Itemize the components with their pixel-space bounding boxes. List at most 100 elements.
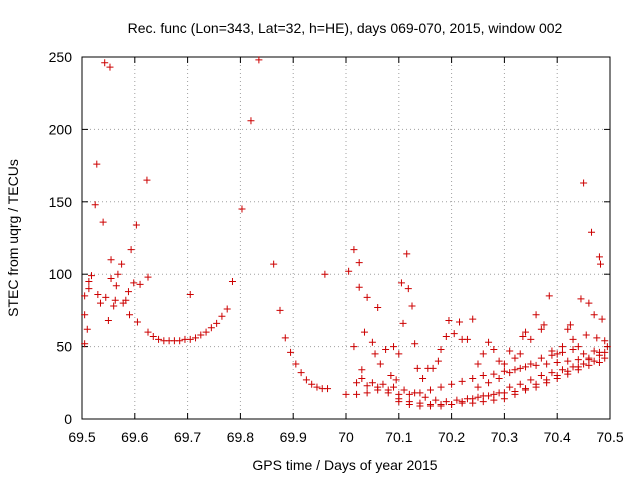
data-point bbox=[527, 376, 535, 384]
data-point bbox=[360, 328, 368, 336]
data-point bbox=[102, 293, 110, 301]
data-point bbox=[485, 338, 493, 346]
data-point bbox=[218, 312, 226, 320]
data-point bbox=[403, 250, 411, 258]
data-point bbox=[580, 360, 588, 368]
data-point bbox=[522, 363, 530, 371]
data-point bbox=[527, 360, 535, 368]
data-point bbox=[527, 335, 535, 343]
data-point bbox=[437, 383, 445, 391]
data-point bbox=[207, 324, 215, 332]
data-point bbox=[548, 351, 556, 359]
data-point bbox=[437, 402, 445, 410]
x-tick-label: 70.2 bbox=[438, 429, 465, 445]
data-point bbox=[213, 319, 221, 327]
data-point bbox=[363, 389, 371, 397]
x-tick-label: 69.6 bbox=[121, 429, 148, 445]
data-point bbox=[106, 63, 114, 71]
data-point bbox=[479, 392, 487, 400]
y-tick-label: 50 bbox=[56, 339, 72, 355]
data-point bbox=[590, 311, 598, 319]
x-tick-label: 69.7 bbox=[174, 429, 201, 445]
data-point bbox=[371, 350, 379, 358]
data-point bbox=[442, 398, 450, 406]
data-point bbox=[350, 343, 358, 351]
data-point bbox=[395, 398, 403, 406]
data-point bbox=[88, 272, 96, 280]
data-point bbox=[543, 360, 551, 368]
data-point bbox=[313, 383, 321, 391]
data-point bbox=[144, 273, 152, 281]
data-point bbox=[511, 387, 519, 395]
data-point bbox=[500, 389, 508, 397]
data-point bbox=[495, 374, 503, 382]
data-point bbox=[590, 347, 598, 355]
data-point bbox=[458, 377, 466, 385]
data-point bbox=[569, 335, 577, 343]
data-point bbox=[223, 305, 231, 313]
data-point bbox=[376, 360, 384, 368]
data-point bbox=[574, 343, 582, 351]
data-point bbox=[479, 350, 487, 358]
data-point bbox=[522, 328, 530, 336]
data-point bbox=[448, 401, 456, 409]
data-point bbox=[458, 398, 466, 406]
data-point bbox=[429, 364, 437, 372]
data-point bbox=[411, 389, 419, 397]
data-point bbox=[516, 380, 524, 388]
data-point bbox=[426, 386, 434, 394]
data-point bbox=[358, 366, 366, 374]
data-point bbox=[255, 56, 263, 64]
data-point bbox=[543, 376, 551, 384]
data-point bbox=[601, 348, 609, 356]
data-point bbox=[374, 304, 382, 312]
x-tick-label: 69.5 bbox=[68, 429, 95, 445]
data-point bbox=[511, 354, 519, 362]
data-point bbox=[228, 277, 236, 285]
data-point bbox=[355, 259, 363, 267]
data-point bbox=[238, 205, 246, 213]
data-point bbox=[408, 302, 416, 310]
data-point bbox=[91, 201, 99, 209]
data-point bbox=[456, 318, 464, 326]
data-point bbox=[574, 356, 582, 364]
data-point bbox=[500, 360, 508, 368]
data-point bbox=[474, 393, 482, 401]
y-tick-label: 100 bbox=[49, 266, 73, 282]
data-point bbox=[247, 117, 255, 125]
x-tick-label: 69.8 bbox=[227, 429, 254, 445]
data-point bbox=[132, 221, 140, 229]
data-point bbox=[516, 364, 524, 372]
data-point bbox=[404, 285, 412, 293]
data-point bbox=[511, 366, 519, 374]
data-point bbox=[399, 319, 407, 327]
chart-title: Rec. func (Lon=343, Lat=32, h=HE), days … bbox=[128, 20, 563, 36]
data-point bbox=[537, 372, 545, 380]
data-point bbox=[553, 350, 561, 358]
data-point bbox=[506, 383, 514, 391]
data-point bbox=[384, 386, 392, 394]
data-point bbox=[580, 350, 588, 358]
x-tick-labels: 69.5 69.6 69.7 69.8 69.9 70 70.1 70.2 70.3 70.4 70… bbox=[68, 429, 623, 445]
data-point bbox=[144, 328, 152, 336]
data-point bbox=[453, 396, 461, 404]
data-point bbox=[112, 282, 120, 290]
data-point bbox=[569, 345, 577, 353]
y-axis-label: STEC from uqrg / TECUs bbox=[5, 159, 21, 317]
data-point bbox=[81, 311, 89, 319]
data-point bbox=[545, 292, 553, 300]
x-axis-label: GPS time / Days of year 2015 bbox=[252, 457, 437, 473]
data-point bbox=[104, 317, 112, 325]
data-point bbox=[522, 385, 530, 393]
data-point bbox=[281, 334, 289, 342]
data-point bbox=[96, 299, 104, 307]
data-point bbox=[85, 277, 93, 285]
data-point bbox=[358, 374, 366, 382]
data-point bbox=[601, 337, 609, 345]
data-point bbox=[450, 330, 458, 338]
data-point bbox=[382, 345, 390, 353]
data-point bbox=[540, 321, 548, 329]
data-point bbox=[469, 374, 477, 382]
data-point bbox=[537, 354, 545, 362]
